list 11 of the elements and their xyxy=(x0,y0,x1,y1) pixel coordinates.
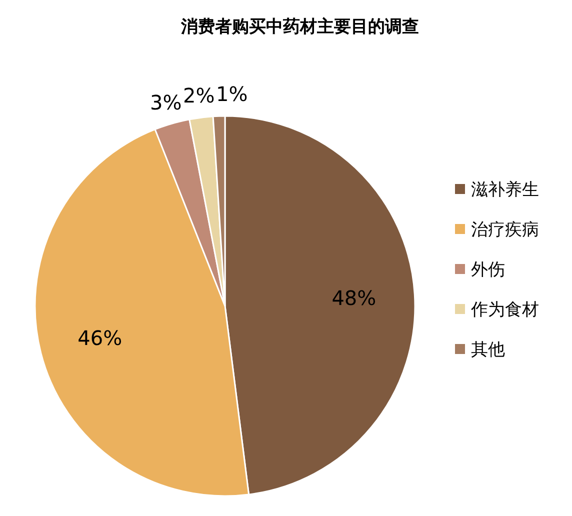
chart-title: 消费者购买中药材主要目的调查 xyxy=(180,17,419,37)
legend-label: 作为食材 xyxy=(470,300,539,320)
data-label: 1% xyxy=(216,82,248,106)
legend-label: 其他 xyxy=(471,340,505,360)
data-label: 3% xyxy=(150,90,182,114)
data-label: 46% xyxy=(78,326,122,350)
legend-label: 治疗疾病 xyxy=(471,220,539,240)
data-label: 48% xyxy=(332,286,376,310)
legend-label: 滋补养生 xyxy=(471,180,539,200)
legend-label: 外伤 xyxy=(471,260,505,280)
data-label: 2% xyxy=(182,84,215,108)
